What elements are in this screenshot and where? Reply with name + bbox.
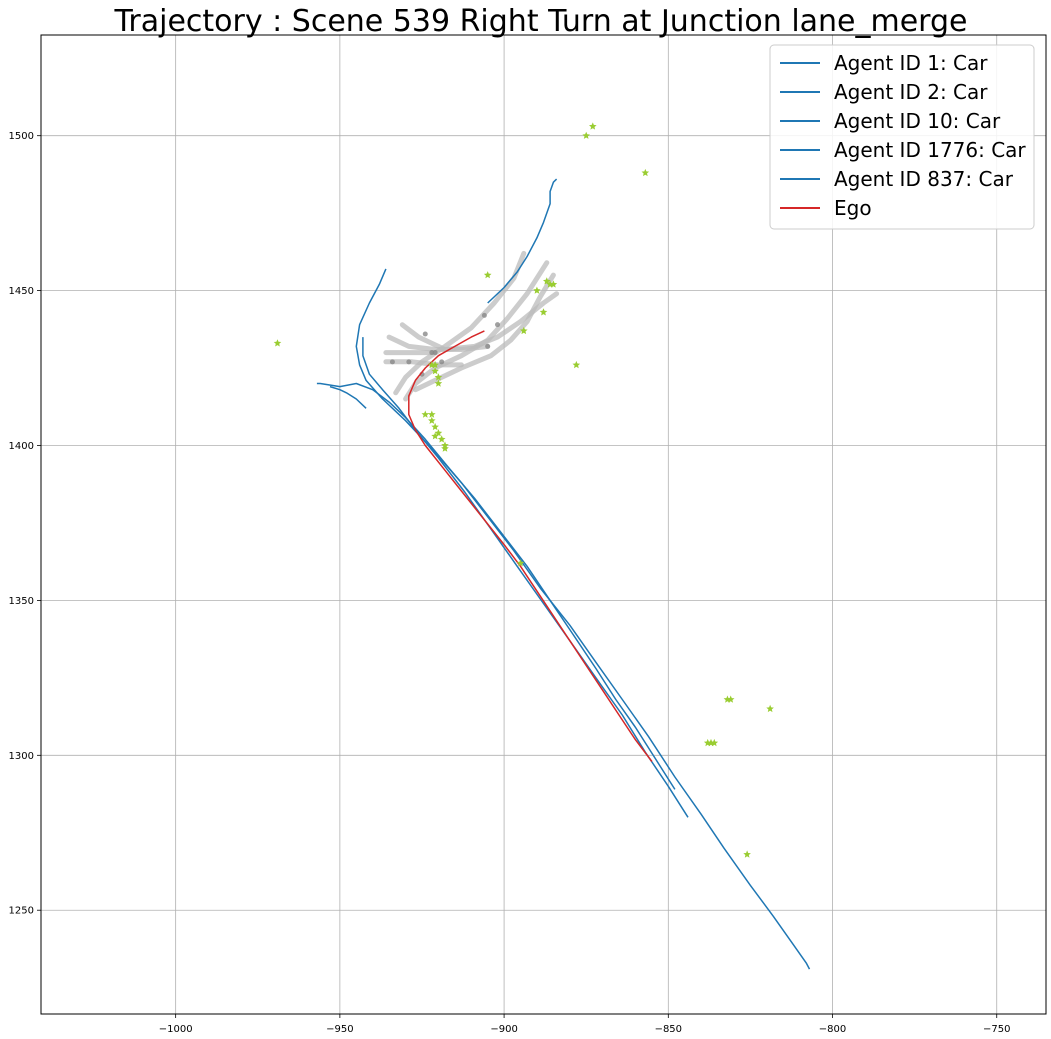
y-tick-label: 1400 bbox=[9, 441, 34, 452]
lane-centerlines bbox=[383, 250, 560, 402]
lane-dot bbox=[439, 359, 445, 365]
chart-title: Trajectory : Scene 539 Right Turn at Jun… bbox=[113, 4, 967, 39]
star-marker bbox=[428, 416, 436, 424]
star-marker bbox=[434, 379, 443, 387]
star-marker bbox=[710, 738, 719, 747]
legend-label: Agent ID 1776: Car bbox=[834, 138, 1026, 162]
series-line bbox=[329, 385, 367, 409]
star-marker bbox=[726, 695, 735, 703]
star-marker bbox=[582, 131, 590, 139]
star-marker bbox=[703, 738, 712, 747]
star-marker bbox=[641, 168, 650, 177]
lane-dot bbox=[481, 312, 487, 318]
star-marker bbox=[434, 429, 443, 437]
star-marker bbox=[516, 559, 525, 567]
star-marker bbox=[431, 360, 439, 369]
lane-dot bbox=[495, 322, 501, 328]
legend-label: Agent ID 10: Car bbox=[834, 109, 1001, 133]
x-tick-label: −850 bbox=[655, 1024, 682, 1035]
lane-segment bbox=[399, 291, 560, 352]
star-marker bbox=[428, 360, 436, 369]
legend-label: Agent ID 1: Car bbox=[834, 51, 988, 75]
star-marker bbox=[546, 280, 554, 288]
star-marker bbox=[543, 277, 551, 285]
star-marker bbox=[533, 286, 541, 294]
star-marker bbox=[431, 422, 439, 431]
lane-dot bbox=[422, 331, 428, 337]
lane-segment bbox=[383, 359, 464, 368]
x-tick-label: −1000 bbox=[159, 1024, 193, 1035]
marker-points bbox=[273, 122, 774, 858]
star-marker bbox=[549, 280, 558, 288]
lane-segment bbox=[393, 250, 527, 396]
lane-dot bbox=[406, 359, 412, 365]
star-marker bbox=[434, 373, 443, 381]
legend-label: Agent ID 837: Car bbox=[834, 167, 1014, 191]
trajectory-lines bbox=[316, 178, 811, 970]
lane-dot bbox=[485, 343, 491, 349]
x-tick-label: −950 bbox=[326, 1024, 353, 1035]
star-marker bbox=[437, 435, 446, 443]
y-tick-label: 1350 bbox=[9, 596, 34, 607]
star-marker bbox=[766, 704, 774, 713]
plot-frame bbox=[40, 34, 1047, 1015]
y-tick-label: 1300 bbox=[9, 751, 34, 762]
series-line bbox=[316, 382, 676, 790]
lane-dot bbox=[389, 359, 395, 365]
legend: Agent ID 1: Car Agent ID 2: Car Agent ID 1… bbox=[769, 44, 1035, 230]
y-tick-label: 1250 bbox=[9, 906, 34, 917]
x-tick-label: −750 bbox=[983, 1024, 1010, 1035]
star-marker bbox=[273, 339, 282, 347]
series-line bbox=[487, 178, 558, 304]
star-marker bbox=[441, 444, 449, 452]
series-line bbox=[408, 330, 653, 762]
lane-segment bbox=[386, 334, 491, 352]
series-line bbox=[355, 268, 811, 970]
legend-label: Ego bbox=[834, 196, 872, 220]
star-marker bbox=[520, 326, 528, 335]
x-tick-label: −900 bbox=[490, 1024, 517, 1035]
star-marker bbox=[421, 410, 430, 418]
y-tick-label: 1450 bbox=[9, 286, 34, 297]
star-marker bbox=[483, 271, 492, 279]
star-marker bbox=[431, 432, 439, 440]
star-marker bbox=[589, 122, 597, 130]
legend-label: Agent ID 2: Car bbox=[834, 80, 988, 104]
legend-box bbox=[769, 44, 1035, 230]
star-marker bbox=[428, 410, 436, 418]
star-marker bbox=[743, 850, 751, 858]
y-tick-label: 1500 bbox=[9, 131, 34, 142]
star-marker bbox=[539, 308, 548, 316]
lane-dot bbox=[432, 350, 438, 356]
star-marker bbox=[723, 695, 732, 703]
x-tick-label: −800 bbox=[819, 1024, 846, 1035]
star-marker bbox=[572, 360, 581, 369]
star-marker bbox=[431, 367, 439, 375]
axis-ticks: −1000 −950 −900 −850 −800 −750 1250 1300 1350 140… bbox=[9, 131, 1011, 1035]
